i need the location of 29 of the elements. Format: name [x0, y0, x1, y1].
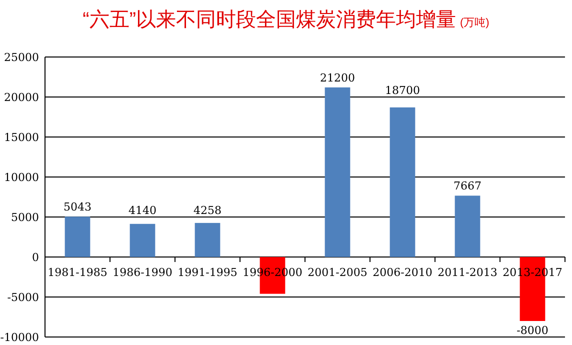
y-tick-label: 15000 [4, 131, 39, 144]
bar [130, 224, 156, 257]
x-tick-label: 1986-1990 [112, 266, 172, 279]
chart-subtitle: (万吨) [460, 16, 490, 29]
data-label: 21200 [320, 71, 355, 84]
bar [64, 216, 90, 257]
x-tick-label: 1991-1995 [178, 266, 238, 279]
y-tick-label: 0 [32, 251, 39, 264]
y-tick-label: -5000 [7, 291, 39, 304]
data-label: 7667 [454, 180, 482, 193]
chart-title: “六五”以来不同时段全国煤炭消费年均增量 [82, 9, 456, 31]
x-tick-label: 1981-1985 [48, 266, 108, 279]
bar [454, 196, 480, 257]
data-label: 4258 [194, 204, 222, 217]
x-tick-label: 2006-2010 [372, 266, 432, 279]
y-tick-label: 20000 [4, 91, 39, 104]
x-tick-label: 2001-2005 [308, 266, 368, 279]
x-tick-label: 2011-2013 [438, 266, 498, 279]
bar [194, 222, 220, 257]
bar [390, 107, 416, 257]
data-label: 5043 [64, 200, 92, 214]
y-tick-label: 10000 [4, 171, 39, 184]
y-tick-label: -10000 [0, 331, 39, 344]
data-label: 18700 [385, 84, 420, 97]
y-tick-label: 25000 [4, 51, 39, 64]
data-label: 4140 [128, 204, 156, 217]
y-tick-label: 5000 [11, 211, 39, 224]
data-label: -8000 [516, 324, 548, 337]
bar [324, 87, 350, 257]
